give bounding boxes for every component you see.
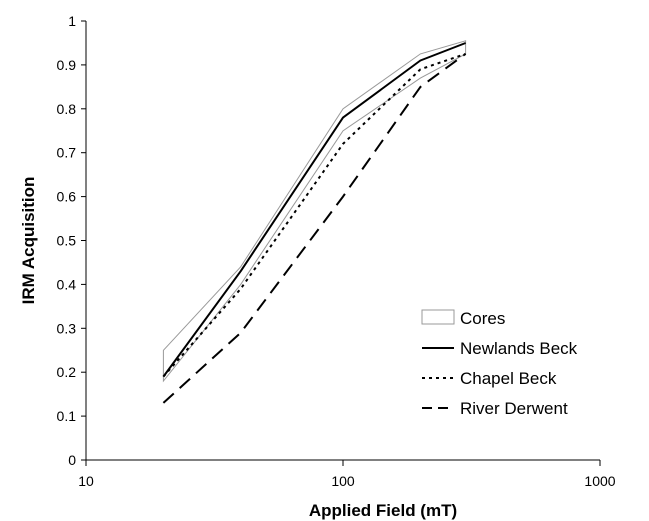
x-axis-title: Applied Field (mT) <box>309 501 457 520</box>
legend-swatch-cores <box>421 309 455 325</box>
plot-series <box>162 40 467 404</box>
y-axis-title: IRM Acquisition <box>19 177 38 305</box>
series-newlands-beck-line <box>162 42 466 378</box>
series-cores-band <box>162 40 467 383</box>
x-tick-label: 1000 <box>584 473 615 489</box>
x-tick-labels: 10 100 1000 <box>78 473 616 489</box>
legend-label-chapel-beck: Chapel Beck <box>460 369 557 388</box>
y-tick-label: 0 <box>68 452 76 468</box>
legend-label-cores: Cores <box>460 309 505 328</box>
axes <box>81 20 601 466</box>
y-tick-label: 0.2 <box>57 364 77 380</box>
x-tick-label: 100 <box>331 473 355 489</box>
series-chapel-beck-line <box>162 52 466 378</box>
series-river-derwent-line <box>162 53 467 404</box>
y-tick-label: 0.1 <box>57 408 77 424</box>
y-tick-label: 0.6 <box>57 189 77 205</box>
y-tick-label: 0.5 <box>57 233 77 249</box>
y-tick-label: 0.7 <box>57 145 77 161</box>
legend: Cores Newlands Beck Chapel Beck River Derwe… <box>421 309 578 418</box>
y-tick-label: 0.9 <box>57 57 77 73</box>
legend-label-newlands-beck: Newlands Beck <box>460 339 578 358</box>
y-tick-label: 0.8 <box>57 101 77 117</box>
x-tick-label: 10 <box>78 473 94 489</box>
y-tick-labels: 0 0.1 0.2 0.3 0.4 0.5 0.6 0.7 0.8 0.9 1 <box>57 13 77 468</box>
y-tick-label: 1 <box>68 13 76 29</box>
y-tick-label: 0.3 <box>57 320 77 336</box>
legend-label-river-derwent: River Derwent <box>460 399 568 418</box>
y-tick-label: 0.4 <box>57 276 77 292</box>
